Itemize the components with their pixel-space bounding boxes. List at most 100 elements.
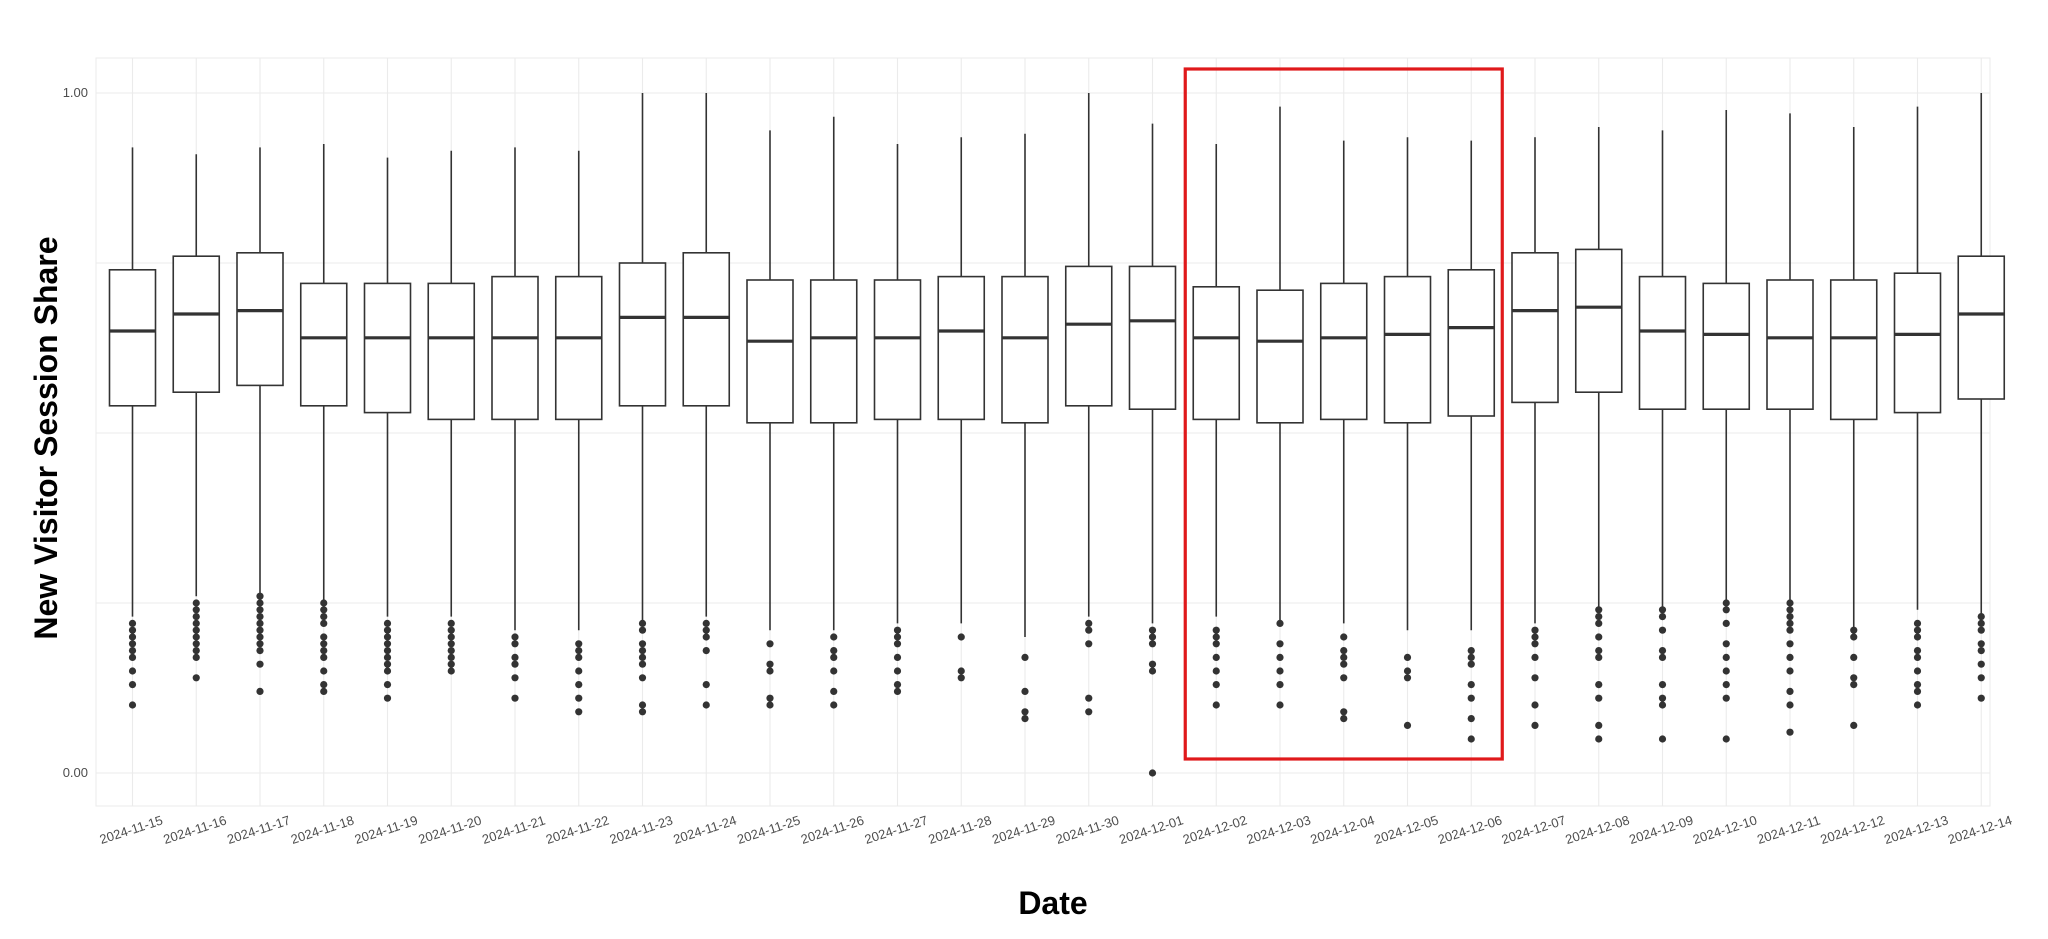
outlier-point — [1467, 735, 1475, 743]
box-iqr — [746, 279, 794, 424]
box-2024-11-20 — [427, 150, 476, 675]
outlier-point — [766, 667, 774, 675]
outlier-point — [383, 667, 392, 675]
outlier-point — [1467, 715, 1475, 723]
outlier-point — [1595, 613, 1603, 621]
outlier-point — [1212, 633, 1220, 641]
outlier-point — [1595, 647, 1603, 655]
outlier-point — [1340, 633, 1348, 641]
outlier-point — [1913, 667, 1922, 675]
box-iqr — [1574, 248, 1623, 393]
box-iqr — [1064, 265, 1113, 407]
box-iqr — [108, 268, 157, 407]
outlier-point — [830, 647, 838, 655]
outlier-point — [1786, 619, 1794, 628]
outlier-point — [128, 681, 137, 689]
outlier-point — [1276, 701, 1284, 709]
x-tick-label: 2024-12-03 — [1245, 812, 1313, 847]
box-iqr — [1447, 268, 1496, 417]
y-axis-ticks: 0.00 1.00 — [63, 85, 88, 780]
highlight-box — [1183, 67, 1504, 761]
x-tick-label: 2024-11-18 — [289, 812, 356, 847]
outlier-point — [575, 647, 583, 655]
outlier-point — [1148, 769, 1157, 777]
outlier-point — [383, 694, 392, 702]
outlier-point — [1722, 694, 1730, 702]
outlier-point — [638, 660, 647, 668]
box-2024-11-16 — [172, 154, 221, 682]
outlier-point — [1212, 626, 1220, 634]
outlier-point — [1148, 667, 1157, 675]
box-iqr — [1766, 279, 1814, 410]
outlier-point — [511, 653, 519, 662]
box-2024-11-30 — [1064, 93, 1113, 716]
outlier-point — [1786, 728, 1794, 736]
outlier-point — [1722, 640, 1730, 648]
outlier-point — [511, 694, 519, 702]
outlier-point — [192, 613, 200, 621]
outlier-point — [128, 633, 137, 641]
outlier-point — [766, 640, 774, 648]
box-iqr — [809, 279, 858, 424]
outlier-point — [1786, 653, 1794, 662]
outlier-point — [1786, 613, 1794, 621]
outlier-point — [192, 633, 200, 641]
x-tick-label: 2024-11-17 — [225, 812, 292, 847]
outlier-point — [893, 687, 902, 696]
outlier-point — [256, 660, 264, 668]
outlier-point — [1977, 647, 1985, 655]
x-tick-label: 2024-12-09 — [1627, 812, 1695, 847]
outlier-point — [1403, 674, 1412, 682]
outlier-point — [320, 667, 328, 675]
outlier-point — [1913, 647, 1922, 655]
outlier-point — [893, 667, 902, 675]
outlier-point — [1531, 640, 1539, 648]
box-iqr — [1192, 285, 1241, 421]
outlier-point — [511, 633, 519, 641]
x-tick-label: 2024-11-20 — [416, 812, 483, 847]
outlier-point — [1850, 626, 1858, 634]
outlier-point — [1403, 653, 1412, 662]
outlier-point — [1658, 606, 1667, 614]
outlier-point — [192, 640, 200, 648]
outlier-point — [575, 640, 583, 648]
outlier-point — [1531, 633, 1539, 641]
outlier-point — [383, 619, 392, 628]
x-tick-label: 2024-12-12 — [1818, 812, 1886, 847]
outlier-point — [511, 640, 519, 648]
outlier-point — [638, 647, 647, 655]
x-tick-label: 2024-11-23 — [608, 812, 675, 847]
outlier-point — [256, 687, 264, 696]
outlier-point — [256, 626, 264, 634]
outlier-point — [1658, 647, 1667, 655]
outlier-point — [192, 619, 200, 628]
outlier-point — [1531, 653, 1539, 662]
outlier-point — [766, 660, 774, 668]
x-tick-label: 2024-11-22 — [544, 812, 611, 847]
outlier-point — [320, 687, 328, 696]
outlier-point — [702, 633, 710, 641]
outlier-point — [702, 626, 710, 634]
outlier-point — [1977, 640, 1985, 648]
x-tick-label: 2024-12-08 — [1563, 812, 1631, 847]
box-iqr — [1319, 282, 1368, 421]
outlier-point — [383, 681, 392, 689]
x-tick-label: 2024-12-02 — [1181, 812, 1249, 847]
outlier-point — [383, 660, 392, 668]
outlier-point — [1850, 674, 1858, 682]
outlier-point — [320, 599, 328, 607]
box-iqr — [618, 262, 667, 407]
box-iqr — [1128, 265, 1177, 410]
outlier-point — [830, 701, 838, 709]
outlier-point — [1467, 653, 1475, 662]
y-axis-title: New Visitor Session Share — [28, 236, 64, 639]
box-2024-11-24 — [682, 93, 731, 709]
outlier-point — [192, 626, 200, 634]
box-2024-12-10 — [1702, 110, 1751, 743]
box-2024-11-27 — [873, 144, 922, 696]
outlier-point — [1021, 653, 1029, 662]
box-2024-12-07 — [1511, 137, 1559, 730]
x-tick-label: 2024-12-14 — [1946, 812, 2014, 847]
outlier-point — [702, 619, 710, 628]
outlier-point — [1595, 653, 1603, 662]
